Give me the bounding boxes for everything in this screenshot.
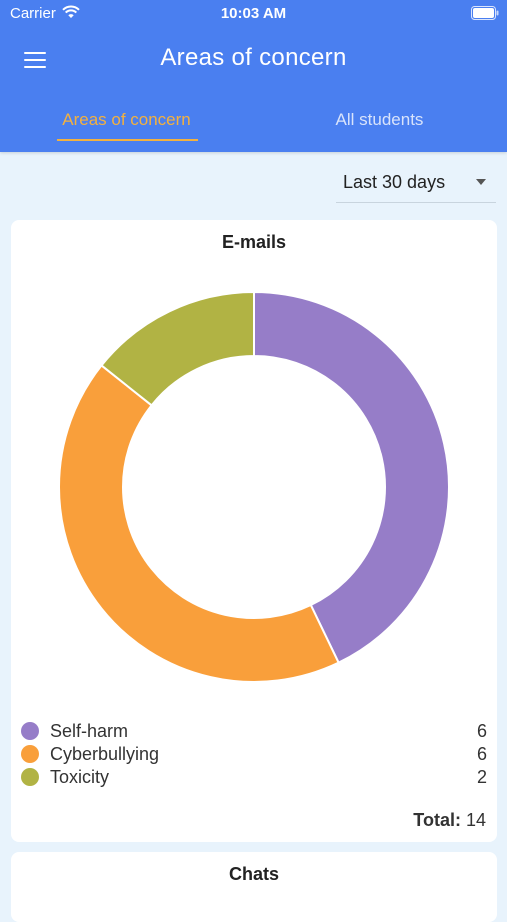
chevron-down-icon (476, 179, 486, 185)
page-title: Areas of concern (160, 44, 347, 71)
app-header: Carrier 10:03 AM Areas of concern Areas … (0, 0, 507, 152)
total-label: Total: (413, 810, 461, 830)
battery-icon (471, 6, 499, 20)
chats-card-title: Chats (228, 864, 279, 884)
emails-total: Total: 14 (413, 810, 486, 831)
period-dropdown[interactable]: Last 30 days (336, 166, 496, 203)
status-time: 10:03 AM (220, 5, 287, 22)
donut-slice-cyberbullying (59, 364, 340, 682)
emails-donut-chart (59, 292, 449, 682)
legend-item-toxicity: Toxicity 2 (19, 766, 487, 789)
total-value: 14 (465, 810, 486, 830)
wifi-icon (62, 5, 80, 18)
tab-all-students[interactable]: All students (335, 110, 424, 129)
emails-card-title: E-mails (221, 232, 287, 252)
legend-item-self-harm: Self-harm 6 (19, 720, 487, 743)
toolbar: Areas of concern (0, 28, 507, 92)
legend-value-toxicity: 2 (476, 767, 487, 787)
legend-dot-toxicity (21, 768, 39, 786)
chart-legend: Self-harm 6 Cyberbullying 6 Toxicity 2 (19, 720, 487, 789)
status-bar: Carrier 10:03 AM (0, 0, 507, 28)
legend-dot-cyberbullying (21, 745, 39, 763)
tab-areas-of-concern[interactable]: Areas of concern (62, 110, 191, 129)
legend-dot-self-harm (21, 722, 39, 740)
legend-label-self-harm: Self-harm (50, 721, 129, 741)
legend-label-cyberbullying: Cyberbullying (50, 744, 160, 764)
chats-card: Chats (11, 852, 497, 922)
legend-value-self-harm: 6 (476, 721, 487, 741)
emails-card: E-mails Self-harm 6 Cyberbullying 6 Toxicity… (11, 220, 497, 842)
legend-item-cyberbullying: Cyberbullying 6 (19, 743, 487, 766)
donut-slice-toxicity (100, 292, 255, 407)
period-selected-value: Last 30 days (343, 172, 446, 192)
carrier-label: Carrier (10, 5, 56, 22)
donut-slice-self-harm (253, 292, 449, 665)
hamburger-menu-icon[interactable] (20, 46, 50, 74)
legend-value-cyberbullying: 6 (476, 744, 487, 764)
active-tab-indicator (57, 139, 198, 141)
tab-bar: Areas of concern All students (0, 92, 507, 152)
legend-label-toxicity: Toxicity (50, 767, 110, 787)
